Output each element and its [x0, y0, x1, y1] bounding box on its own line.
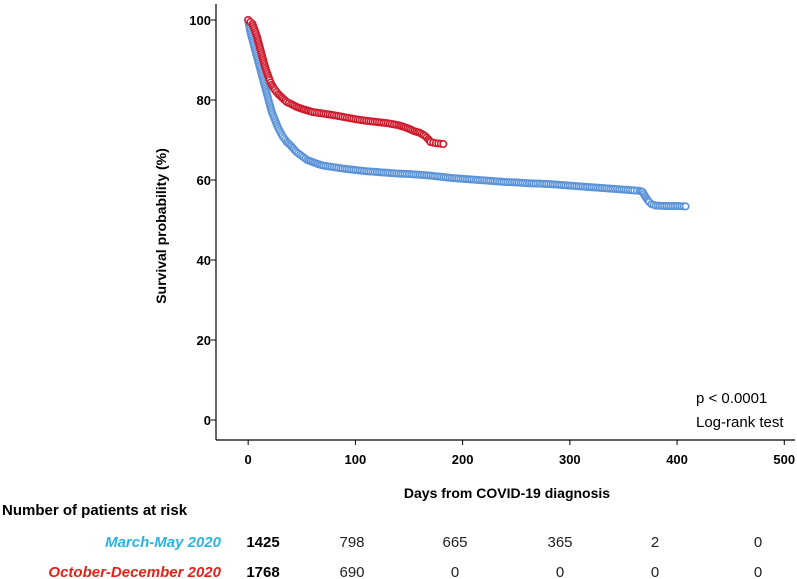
risk-count-march-may: 0	[754, 534, 762, 551]
series-march-may	[244, 15, 690, 211]
x-axis-ticks: 0 100 200 300 400 500	[245, 440, 795, 467]
x-tick-label: 400	[666, 452, 688, 467]
risk-count-october-december: 0	[754, 564, 762, 579]
risk-table-title: Number of patients at risk	[2, 502, 188, 519]
risk-count-october-december: 0	[556, 564, 564, 579]
risk-count-march-may: 798	[339, 534, 364, 551]
risk-table: March-May 2020 1425 798 665 365 2 0 October-Dec…	[48, 534, 762, 579]
risk-count-october-december: 690	[339, 564, 364, 579]
y-tick-label: 0	[204, 413, 211, 428]
risk-count-march-may: 365	[547, 534, 572, 551]
risk-count-march-may: 2	[651, 534, 659, 551]
p-value-annotation: p < 0.0001	[696, 390, 767, 407]
plot-area: 0 20 40 60 80 100 0 100 200 300 400 500	[189, 4, 795, 467]
risk-row-label-march-may: March-May 2020	[105, 534, 222, 551]
y-axis-ticks: 0 20 40 60 80 100	[189, 13, 216, 428]
risk-row-label-october-december: October-December 2020	[48, 564, 221, 579]
x-tick-label: 500	[773, 452, 795, 467]
censor-marker	[681, 202, 690, 211]
y-tick-label: 80	[197, 93, 211, 108]
log-rank-annotation: Log-rank test	[696, 414, 784, 431]
series-layer	[244, 15, 690, 211]
x-tick-label: 100	[345, 452, 367, 467]
x-tick-label: 200	[452, 452, 474, 467]
risk-count-march-may: 665	[442, 534, 467, 551]
censor-marker	[439, 140, 448, 149]
y-tick-label: 100	[189, 13, 211, 28]
risk-count-march-may: 1425	[246, 534, 279, 551]
x-tick-label: 0	[245, 452, 252, 467]
y-tick-label: 60	[197, 173, 211, 188]
risk-count-october-december: 0	[451, 564, 459, 579]
risk-count-october-december: 0	[651, 564, 659, 579]
y-tick-label: 40	[197, 253, 211, 268]
x-axis-title: Days from COVID-19 diagnosis	[404, 485, 610, 501]
y-axis-title: Survival probability (%)	[153, 148, 169, 304]
series-october-december	[244, 15, 448, 149]
x-tick-label: 300	[559, 452, 581, 467]
y-tick-label: 20	[197, 333, 211, 348]
risk-count-october-december: 1768	[246, 564, 279, 579]
